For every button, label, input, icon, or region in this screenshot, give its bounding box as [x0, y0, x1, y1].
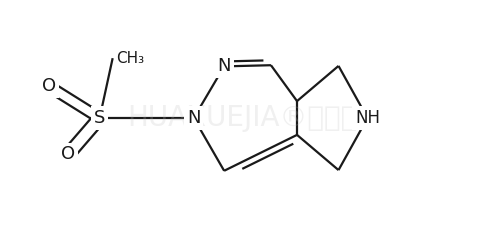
Text: HUAXUEJIA®化学加: HUAXUEJIA®化学加 — [127, 104, 357, 132]
Text: N: N — [187, 109, 200, 127]
Text: O: O — [61, 145, 76, 163]
Text: NH: NH — [355, 109, 380, 127]
Text: CH₃: CH₃ — [117, 51, 145, 66]
Text: S: S — [94, 109, 106, 127]
Text: O: O — [42, 77, 56, 95]
Text: N: N — [217, 57, 231, 75]
